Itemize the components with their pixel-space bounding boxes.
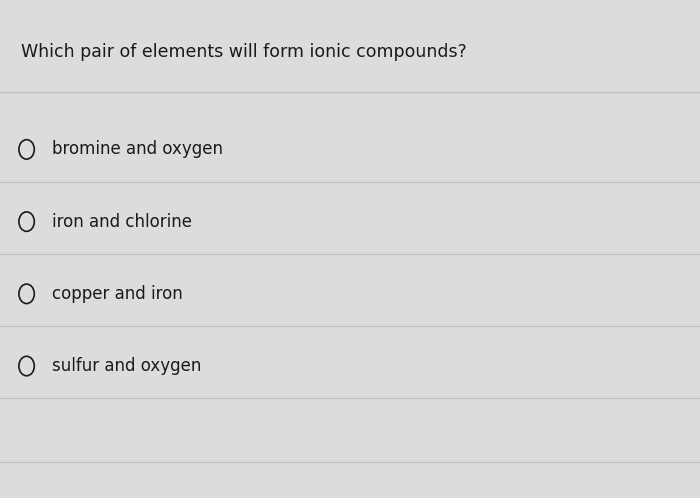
Text: sulfur and oxygen: sulfur and oxygen	[52, 357, 202, 375]
Text: iron and chlorine: iron and chlorine	[52, 213, 192, 231]
Text: copper and iron: copper and iron	[52, 285, 183, 303]
Text: Which pair of elements will form ionic compounds?: Which pair of elements will form ionic c…	[21, 43, 467, 61]
Text: bromine and oxygen: bromine and oxygen	[52, 140, 223, 158]
